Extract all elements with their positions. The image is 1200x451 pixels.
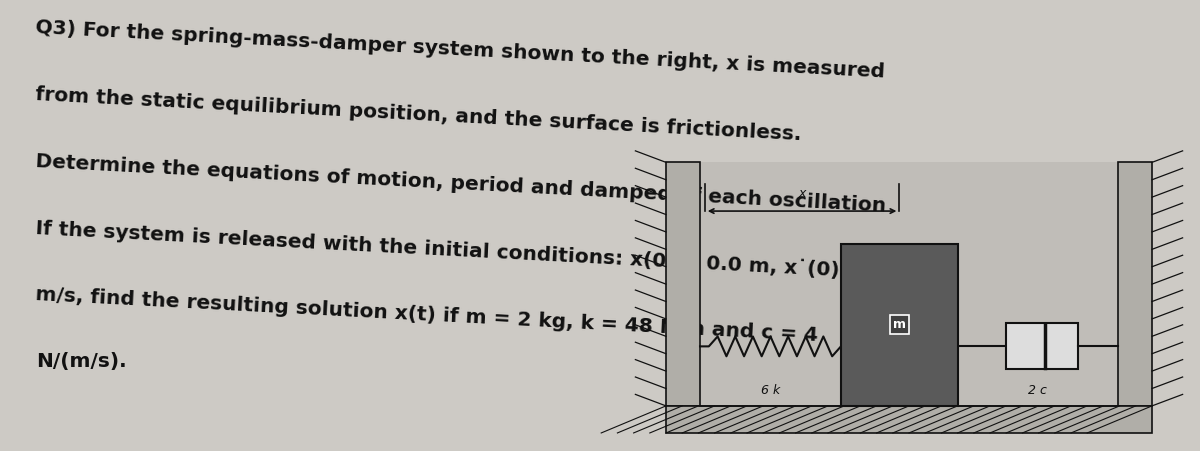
Text: from the static equilibrium position, and the surface is frictionless.: from the static equilibrium position, an…: [35, 85, 802, 144]
Bar: [666, 162, 700, 406]
Text: Determine the equations of motion, period and damped of each oscillation: Determine the equations of motion, perio…: [35, 152, 887, 215]
Text: m: m: [893, 318, 906, 331]
Bar: [841, 244, 958, 406]
Text: Q3) For the spring-mass-damper system shown to the right, x is measured: Q3) For the spring-mass-damper system sh…: [35, 18, 886, 82]
Text: m/s, find the resulting solution x(t) if m = 2 kg, k = 48 N/m and c = 4: m/s, find the resulting solution x(t) if…: [35, 285, 818, 345]
Text: x: x: [798, 187, 805, 200]
Bar: [666, 162, 1152, 433]
Text: 2 c: 2 c: [1028, 384, 1048, 397]
Bar: [666, 406, 1152, 433]
Bar: [1006, 323, 1078, 369]
Bar: [1118, 162, 1152, 406]
Text: N/(m/s).: N/(m/s).: [36, 352, 127, 371]
Text: If the system is released with the initial conditions: x(0) = 0.0 m, x˙(0) = 5.0: If the system is released with the initi…: [35, 218, 906, 283]
Text: 6 k: 6 k: [761, 384, 780, 397]
